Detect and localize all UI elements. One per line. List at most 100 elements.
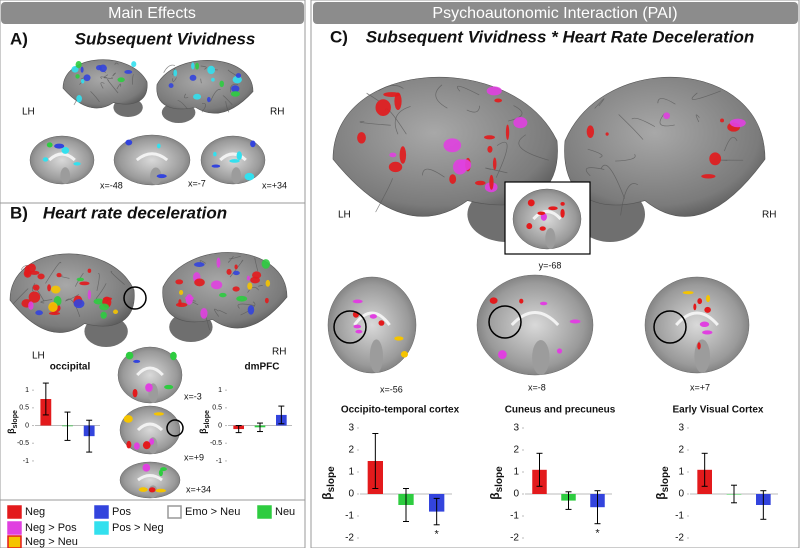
activation-blob <box>375 99 391 116</box>
slice-label: x=-8 <box>528 382 546 392</box>
sulcus <box>615 154 636 162</box>
sulcus <box>172 77 177 82</box>
activation-blob <box>539 301 548 306</box>
activation-blob <box>247 305 255 315</box>
activation-blob <box>148 487 156 493</box>
activation-blob <box>47 284 51 292</box>
activation-blob <box>704 306 711 313</box>
activation-blob <box>232 286 240 292</box>
sulcus <box>45 261 62 284</box>
activation-blob <box>355 329 363 334</box>
sulcus <box>620 183 639 216</box>
left-panel-frame <box>0 0 306 548</box>
sulcus <box>600 164 625 199</box>
activation-blob <box>236 295 248 302</box>
chart-title: dmPFC <box>245 362 280 373</box>
sulcus <box>95 283 107 300</box>
activation-blob <box>153 412 164 416</box>
activation-blob <box>244 172 255 181</box>
y-tick-label: 3 <box>513 423 519 434</box>
activation-blob <box>76 277 85 282</box>
error-bar <box>372 433 379 489</box>
sulcus <box>100 76 108 80</box>
right-panel-frame <box>310 0 800 548</box>
error-bar <box>536 452 543 487</box>
y-tick-label: -0.5 <box>210 440 222 447</box>
activation-blob <box>211 164 221 168</box>
sulcus <box>114 62 119 65</box>
slice-surface <box>29 135 95 185</box>
activation-blob <box>663 112 671 120</box>
activation-blob <box>230 91 241 97</box>
y-tick-label: 0 <box>348 489 354 500</box>
activation-blob <box>232 270 240 276</box>
brain-slice <box>29 135 95 185</box>
activation-blob <box>487 145 493 153</box>
y-tick-label: 1 <box>25 387 29 394</box>
legend-swatch <box>94 505 109 519</box>
activation-blob <box>48 302 58 312</box>
activation-blob <box>138 487 148 492</box>
activation-blob <box>83 74 91 82</box>
brain-slice <box>113 134 191 186</box>
y-axis-label-symbol: β <box>198 428 208 434</box>
activation-blob <box>131 61 137 68</box>
y-tick-label: 0 <box>513 489 519 500</box>
activation-blob <box>123 415 133 423</box>
legend-label: Neg > Pos <box>25 522 77 534</box>
legend-label: Emo > Neu <box>185 506 240 518</box>
y-tick-label: -2 <box>675 533 684 544</box>
activation-blob <box>234 264 238 270</box>
activation-blob <box>54 143 65 149</box>
brain-image <box>156 59 254 123</box>
sulcus <box>12 288 29 305</box>
activation-blob <box>250 276 260 284</box>
activation-blob <box>560 202 565 206</box>
activation-blob <box>394 92 402 111</box>
y-axis-label: βslope <box>6 410 18 434</box>
activation-blob <box>87 268 92 273</box>
activation-blob <box>50 285 61 294</box>
sulcus <box>110 271 125 285</box>
activation-blob <box>226 268 232 275</box>
slice-label: x=+9 <box>184 452 204 462</box>
brain-image <box>9 253 135 347</box>
activation-blob <box>709 152 722 166</box>
activation-blob <box>73 162 81 166</box>
error-bar <box>565 491 572 510</box>
brain-slice <box>119 405 181 455</box>
brain-surface <box>162 252 288 329</box>
activation-blob <box>27 263 36 273</box>
activation-blob <box>158 469 164 477</box>
y-axis-label-symbol: β <box>488 492 502 499</box>
activation-blob <box>699 321 710 328</box>
y-axis-label-subscript: slope <box>204 410 211 428</box>
activation-blob <box>42 157 49 162</box>
slice-label: x=+7 <box>690 382 710 392</box>
activation-blob <box>605 132 609 136</box>
y-tick-label: 1 <box>348 467 354 478</box>
y-tick-label: 0.5 <box>19 405 29 412</box>
activation-blob <box>124 70 133 74</box>
legend-label: Neg > Neu <box>25 536 78 548</box>
activation-blob <box>539 226 546 231</box>
activation-blob <box>195 62 200 70</box>
activation-blob <box>56 272 62 278</box>
slice-surface <box>119 405 181 455</box>
activation-blob <box>35 310 43 316</box>
hemisphere-label: LH <box>338 210 351 221</box>
brain-slice <box>200 135 266 185</box>
brain-surface <box>156 59 254 114</box>
y-tick-label: 1 <box>513 467 519 478</box>
sulcus <box>657 98 676 105</box>
activation-blob <box>369 314 377 319</box>
error-bar <box>86 419 93 453</box>
activation-blob <box>505 124 510 140</box>
error-bar <box>433 497 440 526</box>
activation-blob <box>207 65 216 75</box>
panel-title: Subsequent Vividness <box>75 29 256 48</box>
activation-blob <box>75 74 80 79</box>
brainstem <box>694 339 710 374</box>
sulcus <box>695 114 700 123</box>
